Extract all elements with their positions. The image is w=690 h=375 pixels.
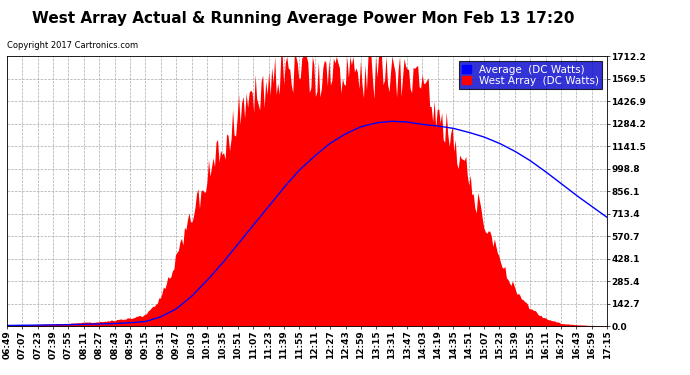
- Legend: Average  (DC Watts), West Array  (DC Watts): Average (DC Watts), West Array (DC Watts…: [459, 62, 602, 89]
- Text: Copyright 2017 Cartronics.com: Copyright 2017 Cartronics.com: [7, 41, 138, 50]
- Text: West Array Actual & Running Average Power Mon Feb 13 17:20: West Array Actual & Running Average Powe…: [32, 11, 575, 26]
